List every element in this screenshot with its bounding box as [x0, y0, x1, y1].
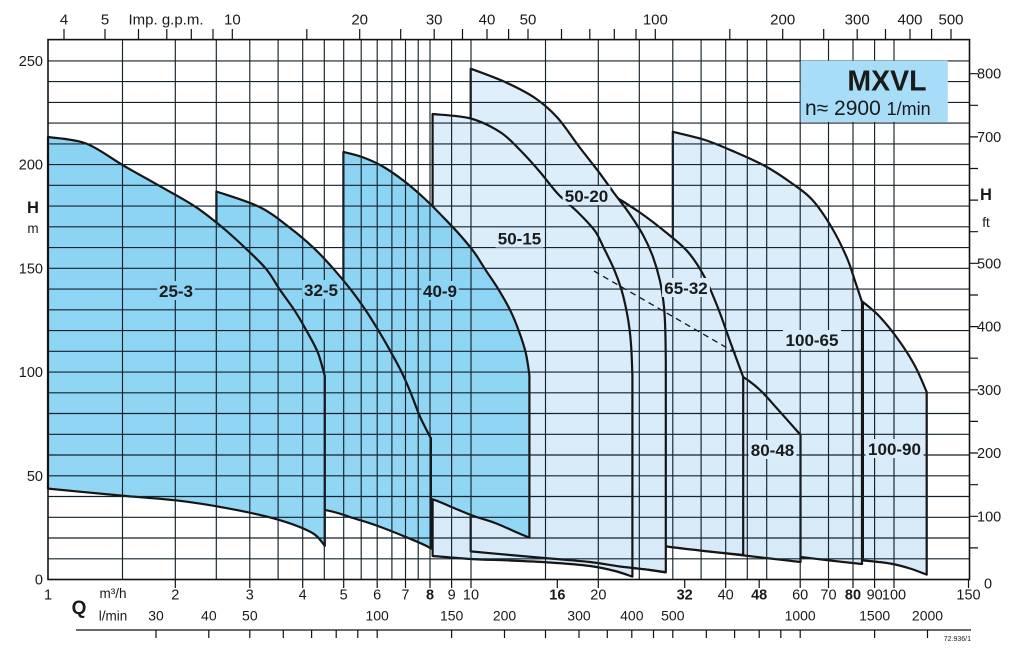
- svg-text:25-3: 25-3: [159, 282, 193, 301]
- svg-text:500: 500: [977, 256, 1001, 272]
- svg-text:80-48: 80-48: [751, 441, 794, 460]
- svg-text:400: 400: [620, 608, 644, 624]
- svg-text:40: 40: [718, 588, 734, 604]
- svg-text:9: 9: [448, 588, 456, 604]
- svg-text:72.936/1: 72.936/1: [944, 636, 971, 643]
- svg-text:MXVL: MXVL: [847, 66, 926, 98]
- svg-text:100-65: 100-65: [786, 331, 839, 350]
- svg-text:400: 400: [897, 12, 922, 29]
- svg-text:250: 250: [19, 54, 43, 70]
- svg-text:16: 16: [549, 588, 565, 604]
- svg-text:30: 30: [148, 608, 164, 624]
- svg-text:700: 700: [977, 130, 1001, 146]
- svg-text:200: 200: [977, 446, 1001, 462]
- svg-text:m³/h: m³/h: [100, 586, 127, 601]
- svg-text:H: H: [980, 186, 992, 204]
- svg-text:300: 300: [845, 12, 870, 29]
- svg-text:100: 100: [882, 588, 906, 604]
- svg-text:40: 40: [479, 12, 496, 29]
- svg-text:Imp. g.p.m.: Imp. g.p.m.: [128, 12, 203, 29]
- svg-text:40: 40: [201, 608, 217, 624]
- svg-text:H: H: [27, 199, 39, 217]
- svg-text:n≈ 2900 1/min: n≈ 2900 1/min: [805, 97, 931, 120]
- svg-text:90: 90: [867, 588, 883, 604]
- svg-text:100: 100: [643, 12, 668, 29]
- svg-text:500: 500: [938, 12, 963, 29]
- svg-text:50-15: 50-15: [498, 230, 541, 249]
- svg-text:100: 100: [365, 608, 389, 624]
- svg-text:50: 50: [27, 469, 43, 485]
- svg-text:32-5: 32-5: [304, 281, 338, 300]
- svg-text:40-9: 40-9: [423, 282, 457, 301]
- svg-text:400: 400: [977, 320, 1001, 336]
- svg-text:200: 200: [770, 12, 795, 29]
- svg-text:7: 7: [401, 588, 409, 604]
- svg-text:80: 80: [845, 588, 861, 604]
- svg-text:32: 32: [677, 588, 693, 604]
- svg-text:5: 5: [101, 12, 109, 29]
- svg-text:100: 100: [977, 509, 1001, 525]
- svg-text:65-32: 65-32: [664, 279, 707, 298]
- svg-text:60: 60: [792, 588, 808, 604]
- svg-text:10: 10: [224, 12, 241, 29]
- svg-text:10: 10: [463, 588, 479, 604]
- svg-text:0: 0: [984, 577, 992, 593]
- svg-text:8: 8: [426, 588, 434, 604]
- svg-text:48: 48: [751, 588, 767, 604]
- svg-text:100: 100: [19, 365, 43, 381]
- svg-text:m: m: [27, 221, 38, 236]
- svg-text:3: 3: [246, 588, 254, 604]
- svg-text:150: 150: [19, 261, 43, 277]
- svg-text:50-20: 50-20: [565, 187, 608, 206]
- svg-text:20: 20: [590, 588, 606, 604]
- svg-text:100-90: 100-90: [868, 440, 921, 459]
- svg-text:30: 30: [426, 12, 443, 29]
- svg-text:1500: 1500: [859, 608, 890, 624]
- svg-text:50: 50: [242, 608, 258, 624]
- svg-text:2: 2: [171, 588, 179, 604]
- svg-text:70: 70: [820, 588, 836, 604]
- svg-text:5: 5: [340, 588, 348, 604]
- svg-text:2000: 2000: [912, 608, 943, 624]
- svg-text:200: 200: [19, 158, 43, 174]
- svg-text:500: 500: [661, 608, 685, 624]
- svg-text:ft: ft: [982, 215, 990, 230]
- svg-text:200: 200: [493, 608, 517, 624]
- svg-text:800: 800: [977, 67, 1001, 83]
- svg-text:50: 50: [520, 12, 537, 29]
- svg-text:300: 300: [567, 608, 591, 624]
- svg-text:Q: Q: [72, 598, 87, 619]
- svg-text:4: 4: [60, 12, 68, 29]
- svg-text:1000: 1000: [785, 608, 816, 624]
- svg-text:0: 0: [35, 573, 43, 589]
- svg-text:4: 4: [299, 588, 307, 604]
- svg-text:150: 150: [956, 588, 980, 604]
- svg-text:l/min: l/min: [99, 609, 128, 624]
- svg-text:150: 150: [440, 608, 464, 624]
- svg-text:1: 1: [44, 588, 52, 604]
- svg-text:6: 6: [373, 588, 381, 604]
- svg-text:300: 300: [977, 383, 1001, 399]
- svg-text:20: 20: [351, 12, 368, 29]
